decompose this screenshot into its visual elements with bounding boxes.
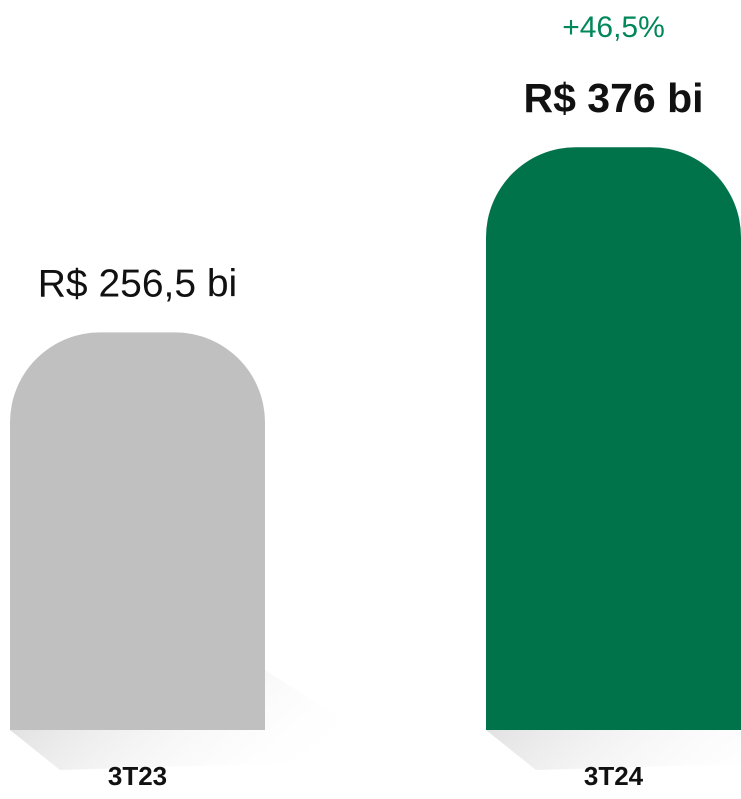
x-tick-label: 3T23 bbox=[108, 761, 167, 791]
bar bbox=[10, 332, 265, 730]
annotation: +46,5% bbox=[562, 11, 665, 44]
value-label: R$ 256,5 bi bbox=[38, 263, 237, 306]
value-label: R$ 376 bi bbox=[523, 75, 703, 121]
bar bbox=[486, 147, 741, 730]
x-tick-label: 3T24 bbox=[584, 761, 644, 791]
